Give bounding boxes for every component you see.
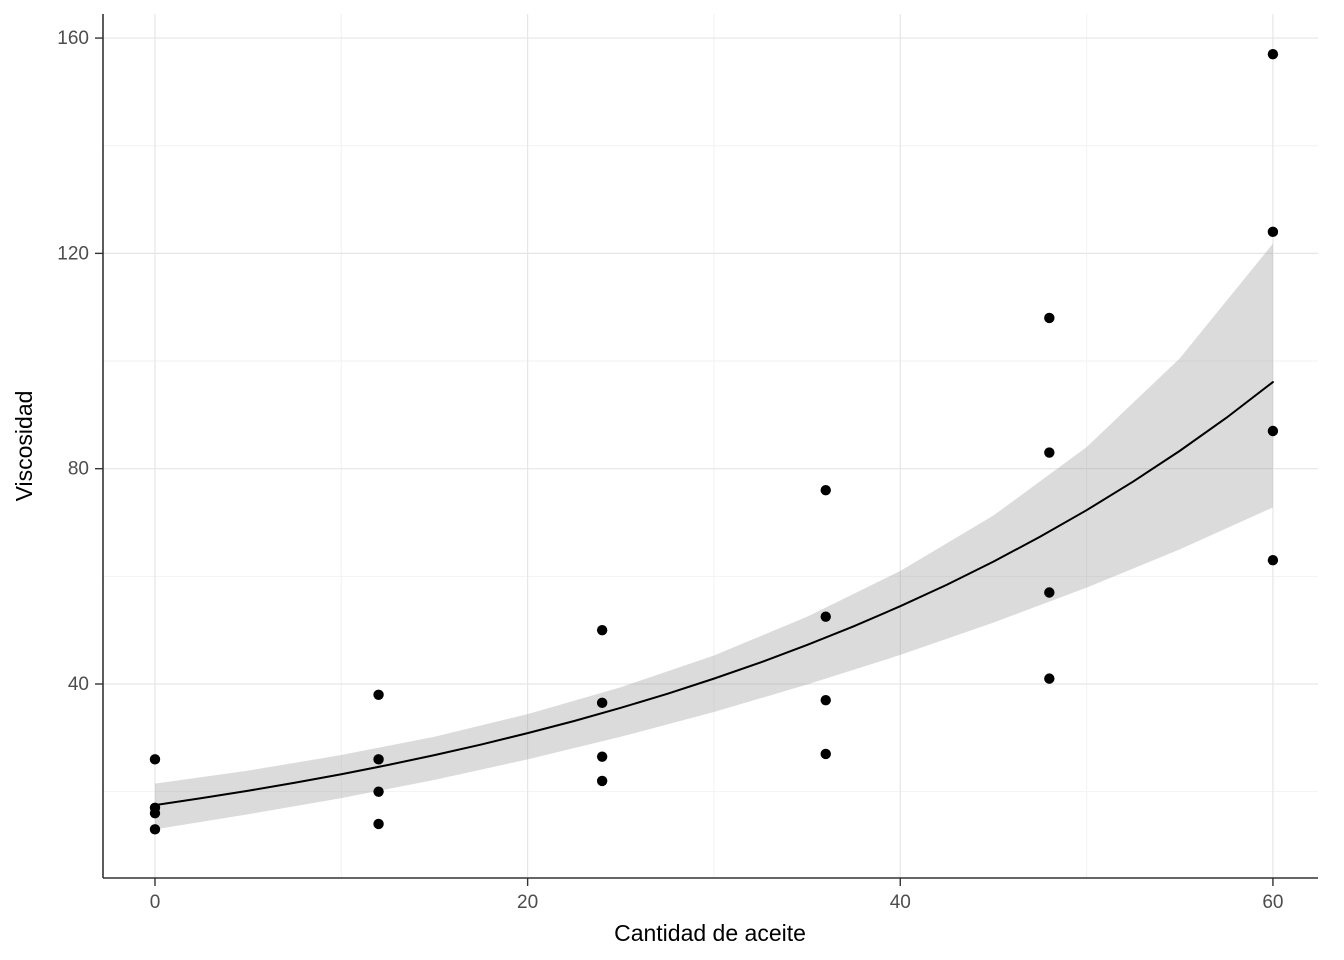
- x-tick-label: 40: [890, 892, 911, 913]
- data-point: [1267, 554, 1279, 566]
- data-point: [820, 694, 831, 706]
- data-point: [373, 818, 384, 830]
- data-point: [1044, 587, 1055, 598]
- y-axis-title: Viscosidad: [11, 391, 37, 502]
- data-point: [373, 786, 384, 797]
- data-point: [1267, 425, 1279, 437]
- y-tick-label: 160: [57, 28, 89, 49]
- x-tick-label: 20: [517, 892, 538, 913]
- y-tick-label: 120: [57, 243, 89, 264]
- smooth-fit-line: [153, 381, 1274, 807]
- y-tick-label: 80: [68, 459, 89, 480]
- data-point: [373, 754, 384, 765]
- data-point: [596, 751, 608, 762]
- ribbon-area: [154, 243, 1273, 830]
- data-point: [1044, 673, 1055, 684]
- data-point: [596, 775, 608, 787]
- tick-labels: 0 20 40 60 40 80 120 160: [57, 28, 1283, 913]
- major-gridlines: [103, 14, 1318, 878]
- minor-gridlines: [103, 14, 1318, 878]
- data-point: [1044, 312, 1055, 324]
- data-point: [149, 824, 161, 835]
- data-point: [373, 689, 384, 700]
- data-point: [1267, 226, 1279, 238]
- data-points: [149, 49, 1279, 835]
- data-point: [820, 748, 831, 760]
- data-point: [820, 611, 831, 622]
- tick-marks: [95, 37, 1274, 886]
- x-tick-label: 0: [150, 892, 161, 913]
- fit-curve: [153, 381, 1274, 807]
- data-point: [1267, 49, 1279, 60]
- axis-lines: [102, 14, 1318, 879]
- data-point: [596, 624, 608, 636]
- x-axis-title: Cantidad de aceite: [614, 920, 806, 946]
- data-point: [1044, 447, 1055, 458]
- x-tick-label: 60: [1262, 892, 1283, 913]
- data-point: [149, 807, 161, 819]
- data-point: [149, 754, 161, 765]
- data-point: [596, 697, 608, 709]
- y-tick-label: 40: [68, 674, 89, 695]
- data-point: [820, 485, 831, 496]
- plot-panel: [103, 14, 1318, 878]
- confidence-ribbon: [154, 243, 1273, 830]
